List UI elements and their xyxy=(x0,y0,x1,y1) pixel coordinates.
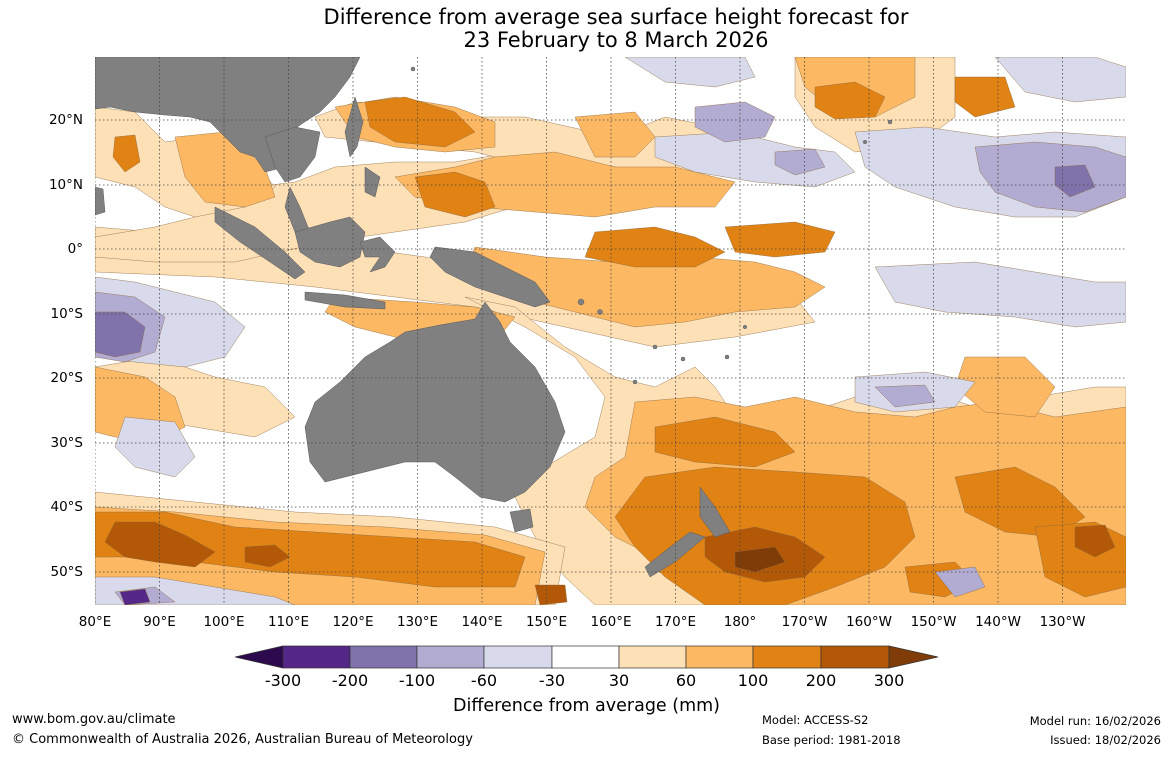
philippines xyxy=(344,96,364,158)
sea-surface-height-map xyxy=(95,57,1126,605)
colorbar-label-30: 30 xyxy=(608,671,630,690)
colorbar-swatch-above-300 xyxy=(888,645,939,669)
graticule xyxy=(95,57,1126,605)
nz-north-island xyxy=(699,486,731,538)
footer-copyright: © Commonwealth of Australia 2026, Austra… xyxy=(12,732,473,747)
colorbar-label-minus-60: -60 xyxy=(470,671,498,690)
lon-label-160w: 160°W xyxy=(846,614,892,630)
footer-url[interactable]: www.bom.gov.au/climate xyxy=(12,712,176,727)
colorbar-swatch-200-300 xyxy=(820,645,890,669)
lat-label-20s: 20°S xyxy=(50,370,84,386)
tasmania xyxy=(509,508,534,533)
asia-mainland xyxy=(95,57,361,173)
colorbar-label-60: 60 xyxy=(675,671,697,690)
colorbar-swatch-neutral xyxy=(551,645,620,669)
lat-label-40s: 40°S xyxy=(50,499,84,515)
colorbar-label-300: 300 xyxy=(873,671,905,690)
lat-label-10s: 10°S xyxy=(50,306,84,322)
colorbar-swatch-200-100 xyxy=(349,645,418,669)
colorbar-swatch-100-60 xyxy=(416,645,485,669)
java xyxy=(304,291,386,310)
colorbar-label-minus-200: -200 xyxy=(331,671,369,690)
lon-label-120e: 120°E xyxy=(332,614,374,630)
lon-label-90e: 90°E xyxy=(143,614,176,630)
colorbar-swatch-300-200 xyxy=(282,645,351,669)
colorbar-label-minus-100: -100 xyxy=(398,671,436,690)
sumatra xyxy=(214,206,306,280)
land-masses xyxy=(95,57,893,578)
colorbar-swatch-below-300 xyxy=(235,645,284,669)
colorbar xyxy=(235,645,939,669)
footer-base-period: Base period: 1981-2018 xyxy=(762,733,901,747)
lon-label-130w: 130°W xyxy=(1039,614,1086,630)
lon-label-160e: 160°E xyxy=(590,614,632,630)
new-guinea xyxy=(429,246,551,308)
mindanao xyxy=(364,166,381,198)
sea-height-anomaly-fill xyxy=(95,57,1126,605)
colorbar-label-100: 100 xyxy=(737,671,769,690)
lon-label-180: 180° xyxy=(723,614,757,630)
lat-label-30s: 30°S xyxy=(50,435,84,451)
colorbar-swatch-60-100 xyxy=(685,645,754,669)
footer-model-run: Model run: 16/02/2026 xyxy=(1029,714,1161,728)
indochina xyxy=(264,126,321,183)
australia xyxy=(304,301,566,503)
sri-lanka-coast xyxy=(95,186,106,216)
lon-label-140e: 140°E xyxy=(461,614,503,630)
lat-label-20n: 20°N xyxy=(48,112,83,128)
chart-title-line-1: Difference from average sea surface heig… xyxy=(323,5,909,29)
lat-label-10n: 10°N xyxy=(48,177,83,193)
lon-label-80e: 80°E xyxy=(78,614,112,630)
colorbar-swatch-100-200 xyxy=(752,645,822,669)
lon-label-140w: 140°W xyxy=(975,614,1021,630)
borneo xyxy=(294,216,366,268)
colorbar-label-minus-300: -300 xyxy=(264,671,302,690)
colorbar-swatch-30-60 xyxy=(618,645,687,669)
nz-south-island xyxy=(644,531,706,578)
colorbar-label-minus-30: -30 xyxy=(538,671,566,690)
sulawesi xyxy=(359,236,396,273)
lon-label-150w: 150°W xyxy=(910,614,957,630)
lon-label-100e: 100°E xyxy=(203,614,245,630)
lon-label-170w: 170°W xyxy=(781,614,828,630)
colorbar-label-200: 200 xyxy=(805,671,837,690)
lon-label-110e: 110°E xyxy=(267,614,310,630)
lat-label-0: 0° xyxy=(67,241,83,257)
colorbar-title: Difference from average (mm) xyxy=(452,696,721,716)
chart-title-line-2: 23 February to 8 March 2026 xyxy=(463,28,769,52)
lat-label-50s: 50°S xyxy=(50,564,84,580)
lon-label-150e: 150°E xyxy=(525,614,568,630)
lon-label-170e: 170°E xyxy=(654,614,697,630)
footer-model: Model: ACCESS-S2 xyxy=(762,713,869,727)
footer-issued: Issued: 18/02/2026 xyxy=(1050,733,1161,747)
lon-label-130e: 130°E xyxy=(396,614,439,630)
colorbar-swatch-60-30 xyxy=(483,645,553,669)
